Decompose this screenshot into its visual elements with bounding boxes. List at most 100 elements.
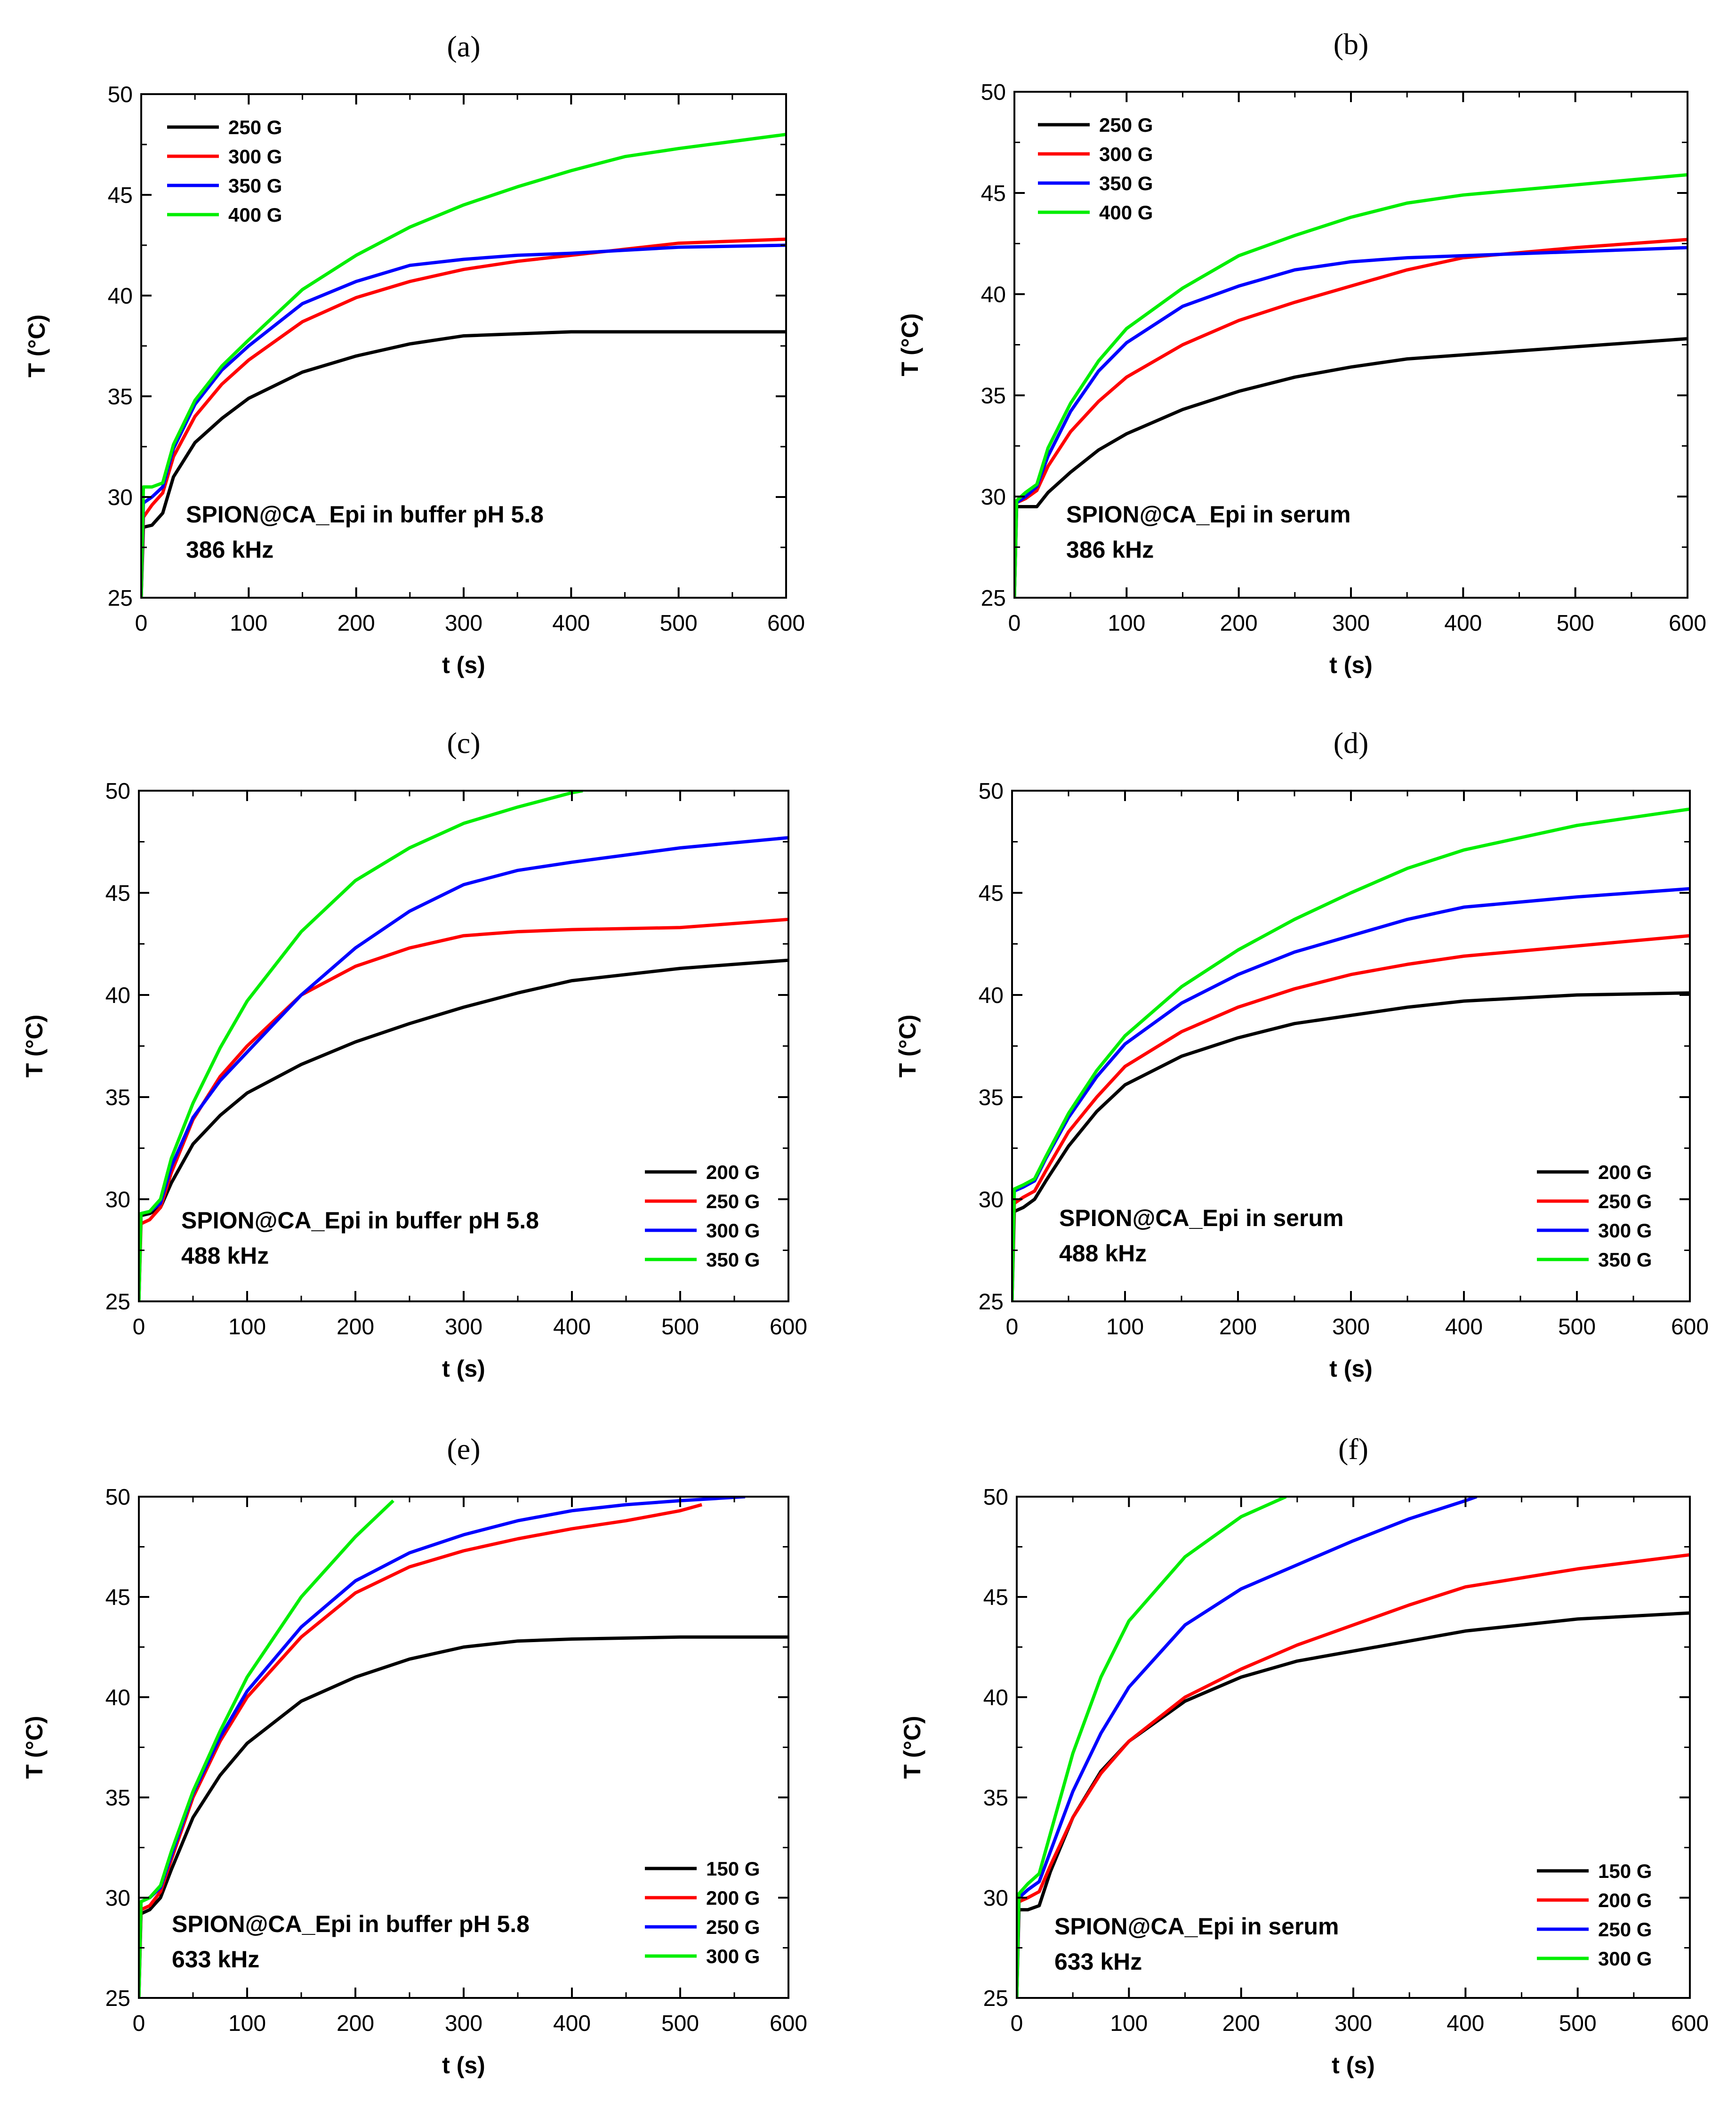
- x-tick-label: 0: [1006, 1315, 1019, 1339]
- x-tick-label: 200: [338, 611, 375, 636]
- x-tick-label: 0: [1008, 611, 1021, 636]
- panel-label: (e): [447, 1432, 480, 1466]
- x-tick-label: 100: [230, 611, 267, 636]
- x-tick-label: 400: [552, 611, 590, 636]
- x-axis-label: t (s): [1329, 1355, 1373, 1382]
- x-tick-label: 200: [1220, 611, 1258, 636]
- x-tick-label: 500: [1558, 1315, 1596, 1339]
- legend-entry: 400 G: [1099, 201, 1153, 224]
- y-tick-label: 40: [983, 1685, 1008, 1710]
- panel-label: (c): [447, 726, 480, 760]
- legend: 200 G 250 G 300 G 350 G: [645, 1161, 760, 1271]
- y-axis-label: T (°C): [21, 1716, 48, 1779]
- y-tick-label: 40: [105, 983, 130, 1008]
- legend-entry: 200 G: [1598, 1161, 1652, 1183]
- y-tick-label: 30: [108, 485, 133, 510]
- legend: 150 G 200 G 250 G 300 G: [645, 1858, 760, 1967]
- panel-label: (d): [1334, 726, 1369, 760]
- series-line-250g: [1014, 337, 1688, 598]
- y-tick-label: 25: [981, 586, 1006, 611]
- x-tick-label: 400: [553, 1315, 591, 1339]
- annotation-sample: SPION@CA_Epi in buffer pH 5.8: [172, 1911, 530, 1937]
- x-tick-label: 400: [1445, 1315, 1483, 1339]
- series-line-300g: [139, 1499, 394, 1998]
- x-tick-label: 400: [553, 2011, 591, 2036]
- x-tick-label: 600: [770, 1315, 807, 1339]
- series-line-250g: [1017, 1497, 1478, 1998]
- y-axis-label: T (°C): [24, 314, 50, 377]
- x-axis-label: t (s): [1332, 2052, 1375, 2078]
- x-tick-label: 100: [1110, 2011, 1148, 2036]
- legend: 250 G 300 G 350 G 400 G: [1038, 114, 1153, 224]
- x-tick-label: 600: [767, 611, 805, 636]
- series-line-300g: [1017, 1497, 1287, 1998]
- legend-entry: 300 G: [1598, 1948, 1652, 1970]
- legend-entry: 350 G: [228, 175, 282, 197]
- x-tick-label: 600: [1671, 2011, 1709, 2036]
- x-tick-label: 300: [445, 611, 482, 636]
- legend-entry: 200 G: [706, 1887, 760, 1909]
- chart-panel-1: (a) 0 100 200 300 400 500 600 25 30 35 40 45 50 t (s) T…: [24, 30, 805, 678]
- legend-entry: 350 G: [1598, 1249, 1652, 1271]
- y-tick-label: 35: [979, 1085, 1004, 1110]
- legend-entry: 250 G: [1099, 114, 1153, 136]
- y-tick-label: 35: [983, 1786, 1008, 1811]
- legend-entry: 250 G: [706, 1916, 760, 1938]
- legend-entry: 300 G: [706, 1219, 760, 1242]
- y-axis-label: T (°C): [21, 1015, 48, 1078]
- legend-entry: 200 G: [706, 1161, 760, 1183]
- x-tick-label: 0: [133, 1315, 145, 1339]
- x-tick-label: 200: [1222, 2011, 1260, 2036]
- chart-panel-2: (b) 0 100 200 300 400 500 600 25 30 35 40 45 50 t (s) T…: [897, 27, 1706, 678]
- y-tick-label: 25: [105, 1290, 130, 1315]
- y-tick-label: 50: [983, 1485, 1008, 1510]
- chart-panel-4: (d) 0 100 200 300 400 500 600 25 30 35 40 45 50 t (s) T…: [894, 726, 1709, 1382]
- series-line-400g: [1014, 173, 1688, 598]
- x-axis-label: t (s): [442, 1355, 485, 1382]
- y-tick-label: 35: [105, 1085, 130, 1110]
- x-tick-label: 200: [1219, 1315, 1257, 1339]
- series-line-150g: [1017, 1611, 1690, 1998]
- panel-label: (b): [1334, 27, 1369, 61]
- y-tick-label: 45: [105, 1585, 130, 1610]
- x-tick-label: 0: [133, 2011, 145, 2036]
- series-line-200g: [139, 958, 788, 1301]
- series-line-400g: [141, 133, 786, 598]
- annotation-sample: SPION@CA_Epi in serum: [1066, 501, 1350, 528]
- legend-entry: 250 G: [228, 116, 282, 138]
- annotation-frequency: 633 kHz: [1054, 1949, 1142, 1975]
- y-tick-label: 25: [983, 1986, 1008, 2011]
- annotation-sample: SPION@CA_Epi in buffer pH 5.8: [186, 501, 544, 528]
- chart-panel-5: (e) 0 100 200 300 400 500 600 25 30 35 40 45 50 t (s) T…: [21, 1432, 807, 2078]
- annotation-sample: SPION@CA_Epi in buffer pH 5.8: [181, 1207, 539, 1234]
- x-axis-label: t (s): [442, 652, 485, 678]
- x-tick-label: 500: [660, 611, 698, 636]
- series-line-200g: [1017, 1553, 1690, 1998]
- x-tick-label: 300: [1334, 2011, 1372, 2036]
- y-tick-label: 50: [981, 80, 1006, 105]
- x-axis-label: t (s): [442, 2052, 485, 2078]
- x-tick-label: 300: [445, 1315, 482, 1339]
- y-tick-label: 30: [981, 485, 1006, 510]
- y-tick-label: 50: [108, 82, 133, 107]
- y-tick-label: 50: [105, 779, 130, 804]
- annotation-sample: SPION@CA_Epi in serum: [1054, 1913, 1339, 1940]
- x-tick-label: 500: [661, 1315, 699, 1339]
- x-tick-label: 400: [1444, 611, 1482, 636]
- chart-panel-6: (f) 0 100 200 300 400 500 600 25 30 35 40 45 50 t (s) T…: [899, 1432, 1709, 2078]
- legend-entry: 350 G: [1099, 172, 1153, 194]
- x-tick-label: 600: [1669, 611, 1706, 636]
- y-tick-label: 45: [983, 1585, 1008, 1610]
- legend: 250 G 300 G 350 G 400 G: [167, 116, 282, 226]
- x-tick-label: 300: [1332, 1315, 1370, 1339]
- y-axis-label: T (°C): [897, 313, 923, 377]
- series-line-150g: [139, 1635, 788, 1998]
- series-line-250g: [141, 330, 786, 598]
- x-tick-label: 200: [337, 2011, 374, 2036]
- legend-entry: 350 G: [706, 1249, 760, 1271]
- x-tick-label: 600: [1671, 1315, 1709, 1339]
- y-tick-label: 45: [108, 183, 133, 208]
- legend-entry: 250 G: [1598, 1190, 1652, 1212]
- series-line-300g: [1012, 887, 1690, 1301]
